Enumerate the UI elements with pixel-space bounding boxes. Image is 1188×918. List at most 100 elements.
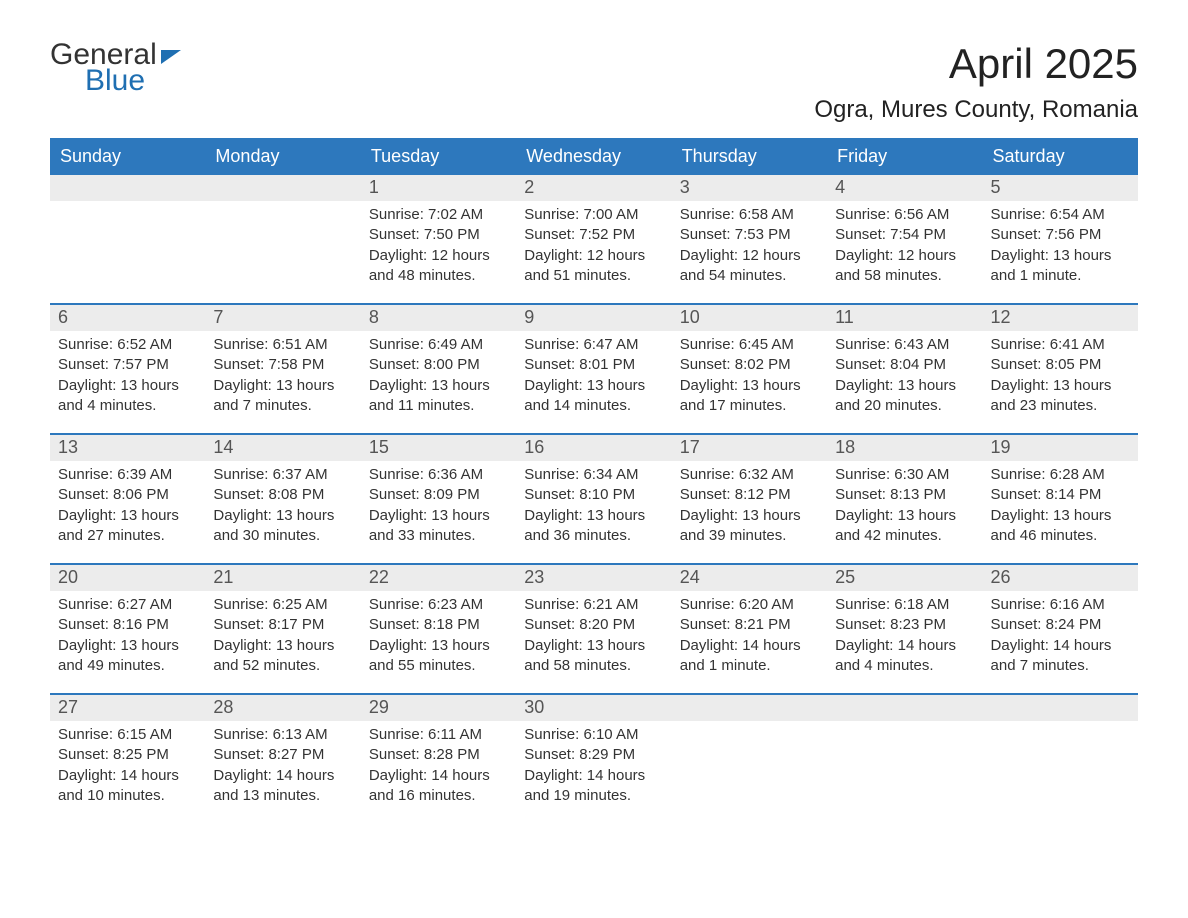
day-cell: 4Sunrise: 6:56 AMSunset: 7:54 PMDaylight… <box>827 175 982 303</box>
day-sunrise: Sunrise: 6:23 AM <box>369 595 508 615</box>
day-body: Sunrise: 6:52 AMSunset: 7:57 PMDaylight:… <box>50 331 205 424</box>
day-sunset: Sunset: 8:28 PM <box>369 745 508 765</box>
day-sunrise: Sunrise: 6:30 AM <box>835 465 974 485</box>
day-daylight1: Daylight: 13 hours <box>369 636 508 656</box>
day-sunrise: Sunrise: 6:21 AM <box>524 595 663 615</box>
day-daylight2: and 39 minutes. <box>680 526 819 546</box>
day-number: 29 <box>361 695 516 721</box>
day-cell <box>205 175 360 303</box>
day-daylight1: Daylight: 14 hours <box>835 636 974 656</box>
day-number: 23 <box>516 565 671 591</box>
day-sunrise: Sunrise: 6:45 AM <box>680 335 819 355</box>
day-cell: 21Sunrise: 6:25 AMSunset: 8:17 PMDayligh… <box>205 565 360 693</box>
day-cell: 26Sunrise: 6:16 AMSunset: 8:24 PMDayligh… <box>983 565 1138 693</box>
day-number: 28 <box>205 695 360 721</box>
day-number: 8 <box>361 305 516 331</box>
day-daylight1: Daylight: 13 hours <box>991 246 1130 266</box>
calendar: SundayMondayTuesdayWednesdayThursdayFrid… <box>50 138 1138 823</box>
day-sunrise: Sunrise: 6:32 AM <box>680 465 819 485</box>
day-sunrise: Sunrise: 6:34 AM <box>524 465 663 485</box>
day-body: Sunrise: 6:47 AMSunset: 8:01 PMDaylight:… <box>516 331 671 424</box>
day-sunset: Sunset: 8:13 PM <box>835 485 974 505</box>
day-body: Sunrise: 6:34 AMSunset: 8:10 PMDaylight:… <box>516 461 671 554</box>
day-cell: 27Sunrise: 6:15 AMSunset: 8:25 PMDayligh… <box>50 695 205 823</box>
day-daylight1: Daylight: 13 hours <box>369 506 508 526</box>
day-cell: 18Sunrise: 6:30 AMSunset: 8:13 PMDayligh… <box>827 435 982 563</box>
day-daylight2: and 16 minutes. <box>369 786 508 806</box>
day-sunrise: Sunrise: 6:41 AM <box>991 335 1130 355</box>
day-sunset: Sunset: 8:12 PM <box>680 485 819 505</box>
day-body: Sunrise: 6:49 AMSunset: 8:00 PMDaylight:… <box>361 331 516 424</box>
day-sunset: Sunset: 8:08 PM <box>213 485 352 505</box>
day-cell: 13Sunrise: 6:39 AMSunset: 8:06 PMDayligh… <box>50 435 205 563</box>
day-header-cell: Saturday <box>983 138 1138 175</box>
day-daylight1: Daylight: 13 hours <box>213 506 352 526</box>
day-cell <box>672 695 827 823</box>
day-number: 9 <box>516 305 671 331</box>
day-sunset: Sunset: 8:04 PM <box>835 355 974 375</box>
day-sunset: Sunset: 8:10 PM <box>524 485 663 505</box>
day-sunrise: Sunrise: 6:10 AM <box>524 725 663 745</box>
day-sunrise: Sunrise: 6:25 AM <box>213 595 352 615</box>
day-daylight2: and 55 minutes. <box>369 656 508 676</box>
day-body: Sunrise: 6:36 AMSunset: 8:09 PMDaylight:… <box>361 461 516 554</box>
day-body: Sunrise: 6:56 AMSunset: 7:54 PMDaylight:… <box>827 201 982 294</box>
day-daylight1: Daylight: 13 hours <box>991 376 1130 396</box>
day-cell: 8Sunrise: 6:49 AMSunset: 8:00 PMDaylight… <box>361 305 516 433</box>
day-cell: 30Sunrise: 6:10 AMSunset: 8:29 PMDayligh… <box>516 695 671 823</box>
day-body: Sunrise: 7:02 AMSunset: 7:50 PMDaylight:… <box>361 201 516 294</box>
logo-text-blue: Blue <box>85 66 181 96</box>
day-sunrise: Sunrise: 6:20 AM <box>680 595 819 615</box>
day-daylight1: Daylight: 13 hours <box>58 376 197 396</box>
day-header-cell: Friday <box>827 138 982 175</box>
day-cell: 7Sunrise: 6:51 AMSunset: 7:58 PMDaylight… <box>205 305 360 433</box>
day-daylight1: Daylight: 13 hours <box>213 636 352 656</box>
day-daylight2: and 49 minutes. <box>58 656 197 676</box>
day-daylight2: and 52 minutes. <box>213 656 352 676</box>
location: Ogra, Mures County, Romania <box>814 96 1138 124</box>
day-sunset: Sunset: 8:09 PM <box>369 485 508 505</box>
day-body: Sunrise: 6:58 AMSunset: 7:53 PMDaylight:… <box>672 201 827 294</box>
day-sunrise: Sunrise: 6:58 AM <box>680 205 819 225</box>
day-cell: 9Sunrise: 6:47 AMSunset: 8:01 PMDaylight… <box>516 305 671 433</box>
day-cell: 15Sunrise: 6:36 AMSunset: 8:09 PMDayligh… <box>361 435 516 563</box>
day-sunrise: Sunrise: 6:28 AM <box>991 465 1130 485</box>
day-daylight2: and 1 minute. <box>680 656 819 676</box>
day-header-cell: Sunday <box>50 138 205 175</box>
day-daylight1: Daylight: 13 hours <box>835 376 974 396</box>
day-daylight2: and 1 minute. <box>991 266 1130 286</box>
day-number: 20 <box>50 565 205 591</box>
day-header-cell: Tuesday <box>361 138 516 175</box>
day-number <box>827 695 982 721</box>
day-daylight2: and 11 minutes. <box>369 396 508 416</box>
day-number <box>205 175 360 201</box>
day-sunset: Sunset: 8:05 PM <box>991 355 1130 375</box>
week-row: 1Sunrise: 7:02 AMSunset: 7:50 PMDaylight… <box>50 175 1138 303</box>
day-daylight2: and 46 minutes. <box>991 526 1130 546</box>
day-cell: 28Sunrise: 6:13 AMSunset: 8:27 PMDayligh… <box>205 695 360 823</box>
day-body: Sunrise: 6:43 AMSunset: 8:04 PMDaylight:… <box>827 331 982 424</box>
day-cell: 22Sunrise: 6:23 AMSunset: 8:18 PMDayligh… <box>361 565 516 693</box>
day-number: 4 <box>827 175 982 201</box>
day-body: Sunrise: 6:27 AMSunset: 8:16 PMDaylight:… <box>50 591 205 684</box>
day-daylight2: and 51 minutes. <box>524 266 663 286</box>
day-cell: 14Sunrise: 6:37 AMSunset: 8:08 PMDayligh… <box>205 435 360 563</box>
day-body: Sunrise: 6:32 AMSunset: 8:12 PMDaylight:… <box>672 461 827 554</box>
day-body <box>983 721 1138 733</box>
day-body: Sunrise: 6:15 AMSunset: 8:25 PMDaylight:… <box>50 721 205 814</box>
day-body: Sunrise: 6:28 AMSunset: 8:14 PMDaylight:… <box>983 461 1138 554</box>
day-sunset: Sunset: 8:17 PM <box>213 615 352 635</box>
day-number: 11 <box>827 305 982 331</box>
day-sunrise: Sunrise: 6:56 AM <box>835 205 974 225</box>
day-daylight2: and 33 minutes. <box>369 526 508 546</box>
day-body: Sunrise: 6:13 AMSunset: 8:27 PMDaylight:… <box>205 721 360 814</box>
day-body: Sunrise: 6:45 AMSunset: 8:02 PMDaylight:… <box>672 331 827 424</box>
day-number: 19 <box>983 435 1138 461</box>
day-daylight2: and 27 minutes. <box>58 526 197 546</box>
day-sunrise: Sunrise: 6:11 AM <box>369 725 508 745</box>
day-sunrise: Sunrise: 7:00 AM <box>524 205 663 225</box>
day-daylight1: Daylight: 13 hours <box>524 376 663 396</box>
day-body: Sunrise: 6:25 AMSunset: 8:17 PMDaylight:… <box>205 591 360 684</box>
day-body: Sunrise: 6:51 AMSunset: 7:58 PMDaylight:… <box>205 331 360 424</box>
day-number <box>50 175 205 201</box>
